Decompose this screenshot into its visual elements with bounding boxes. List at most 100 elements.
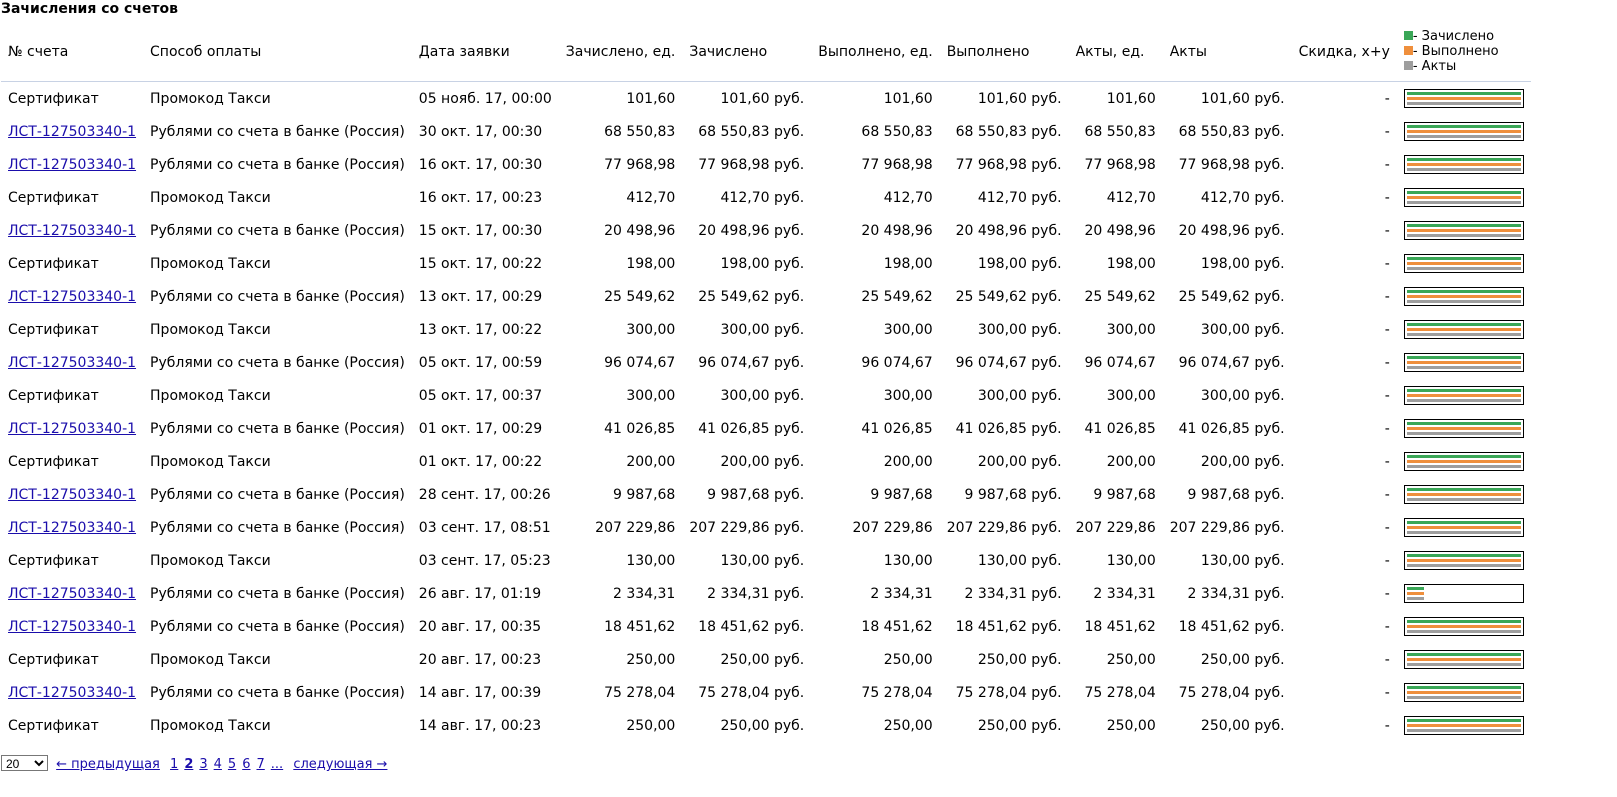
cell-done-units: 130,00	[883, 552, 933, 569]
cell-done: 300,00 руб.	[977, 321, 1062, 338]
col-acts-units[interactable]: Акты, ед.	[1068, 22, 1163, 82]
invoice-link[interactable]: ЛСТ-127503340-1	[8, 354, 137, 371]
cell-acts-units: 75 278,04	[1084, 684, 1156, 701]
bar-acts	[1406, 663, 1521, 666]
bar-credited	[1406, 158, 1521, 161]
page-link[interactable]: 4	[213, 757, 222, 772]
cell-acts-units: 96 074,67	[1084, 354, 1156, 371]
cell-done-units: 200,00	[883, 453, 933, 470]
cell-credited-units: 300,00	[626, 321, 676, 338]
col-date[interactable]: Дата заявки	[411, 22, 559, 82]
col-done-units[interactable]: Выполнено, ед.	[811, 22, 940, 82]
cell-date: 20 авг. 17, 00:23	[418, 651, 542, 668]
col-credited[interactable]: Зачислено	[682, 22, 812, 82]
invoice-link[interactable]: ЛСТ-127503340-1	[8, 123, 137, 140]
cell-credited-units: 2 334,31	[613, 585, 676, 602]
table-row: Сертификат Промокод Такси 05 нояб. 17, 00:…	[1, 82, 1531, 116]
cell-done: 250,00 руб.	[977, 651, 1062, 668]
cell-done: 96 074,67 руб.	[955, 354, 1062, 371]
col-credited-units[interactable]: Зачислено, ед.	[558, 22, 683, 82]
cell-date: 03 сент. 17, 08:51	[418, 519, 551, 536]
table-row: ЛСТ-127503340-1 Рублями со счета в банке …	[1, 478, 1531, 511]
bar-acts	[1406, 234, 1521, 237]
bar-done	[1406, 97, 1521, 100]
cell-acts: 200,00 руб.	[1200, 453, 1285, 470]
table-row: ЛСТ-127503340-1 Рублями со счета в банке …	[1, 511, 1531, 544]
cell-done-units: 18 451,62	[861, 618, 933, 635]
cell-invoice: Сертификат	[8, 189, 99, 206]
cell-acts: 77 968,98 руб.	[1178, 156, 1285, 173]
cell-credited-units: 9 987,68	[613, 486, 676, 503]
cell-credited: 300,00 руб.	[720, 387, 805, 404]
cell-acts: 9 987,68 руб.	[1187, 486, 1285, 503]
page-link[interactable]: 5	[227, 757, 237, 772]
bar-done	[1406, 592, 1424, 595]
cell-date: 14 авг. 17, 00:39	[418, 684, 542, 701]
cell-acts-units: 300,00	[1106, 321, 1156, 338]
cell-date: 20 авг. 17, 00:35	[418, 618, 542, 635]
cell-credited-units: 77 968,98	[604, 156, 676, 173]
bar-acts	[1406, 531, 1521, 534]
cell-done: 101,60 руб.	[977, 90, 1062, 107]
bar-acts	[1406, 564, 1521, 567]
cell-done-units: 300,00	[883, 321, 933, 338]
cell-progress	[1397, 148, 1531, 181]
cell-acts: 68 550,83 руб.	[1178, 123, 1285, 140]
col-acts[interactable]: Акты	[1162, 22, 1292, 82]
cell-progress	[1397, 478, 1531, 511]
cell-done: 68 550,83 руб.	[955, 123, 1062, 140]
cell-method: Промокод Такси	[150, 651, 271, 668]
cell-discount: -	[1384, 585, 1390, 602]
invoice-link[interactable]: ЛСТ-127503340-1	[8, 486, 137, 503]
prev-page-link[interactable]: ← предыдущая	[56, 757, 160, 772]
next-page-link[interactable]: следующая →	[293, 757, 388, 772]
cell-credited: 300,00 руб.	[720, 321, 805, 338]
cell-done-units: 250,00	[883, 717, 933, 734]
cell-done-units: 300,00	[883, 387, 933, 404]
page-link[interactable]: 7	[256, 757, 265, 772]
invoice-link[interactable]: ЛСТ-127503340-1	[8, 684, 137, 701]
cell-method: Рублями со счета в банке (Россия)	[150, 123, 405, 140]
payments-table: № счета Способ оплаты Дата заявки Зачисл…	[1, 22, 1531, 742]
invoice-link[interactable]: ЛСТ-127503340-1	[8, 420, 137, 437]
cell-acts-units: 412,70	[1106, 189, 1156, 206]
cell-credited-units: 130,00	[626, 552, 676, 569]
page-size-select[interactable]: 20	[1, 755, 48, 771]
cell-method: Рублями со счета в банке (Россия)	[150, 222, 405, 239]
progress-bar	[1403, 716, 1524, 735]
invoice-link[interactable]: ЛСТ-127503340-1	[8, 519, 137, 536]
cell-method: Рублями со счета в банке (Россия)	[150, 585, 405, 602]
cell-date: 15 окт. 17, 00:30	[418, 222, 543, 239]
bar-acts	[1406, 465, 1521, 468]
page-link[interactable]: 3	[199, 757, 208, 772]
col-discount[interactable]: Скидка, x+y	[1291, 22, 1397, 82]
progress-bar	[1403, 254, 1524, 273]
cell-done: 25 549,62 руб.	[955, 288, 1062, 305]
page-link[interactable]: ...	[270, 757, 284, 772]
col-invoice[interactable]: № счета	[1, 22, 144, 82]
invoice-link[interactable]: ЛСТ-127503340-1	[8, 222, 137, 239]
cell-progress	[1397, 181, 1531, 214]
cell-date: 01 окт. 17, 00:29	[418, 420, 543, 437]
bar-credited	[1406, 422, 1521, 425]
table-header-row: № счета Способ оплаты Дата заявки Зачисл…	[1, 22, 1531, 82]
invoice-link[interactable]: ЛСТ-127503340-1	[8, 585, 137, 602]
invoice-link[interactable]: ЛСТ-127503340-1	[8, 618, 137, 635]
col-done[interactable]: Выполнено	[939, 22, 1069, 82]
cell-done: 198,00 руб.	[977, 255, 1062, 272]
legend-acts-swatch	[1403, 61, 1413, 70]
cell-credited-units: 250,00	[626, 717, 676, 734]
col-method[interactable]: Способ оплаты	[143, 22, 412, 82]
cell-progress	[1397, 577, 1531, 610]
invoice-link[interactable]: ЛСТ-127503340-1	[8, 288, 137, 305]
cell-acts-units: 20 498,96	[1084, 222, 1156, 239]
cell-acts: 198,00 руб.	[1200, 255, 1285, 272]
cell-credited-units: 300,00	[626, 387, 676, 404]
cell-method: Рублями со счета в банке (Россия)	[150, 486, 405, 503]
cell-credited: 18 451,62 руб.	[698, 618, 805, 635]
cell-credited: 250,00 руб.	[720, 717, 805, 734]
page-link[interactable]: 6	[242, 757, 251, 772]
page-link[interactable]: 1	[170, 757, 179, 772]
invoice-link[interactable]: ЛСТ-127503340-1	[8, 156, 137, 173]
page-link[interactable]: 2	[184, 757, 194, 772]
